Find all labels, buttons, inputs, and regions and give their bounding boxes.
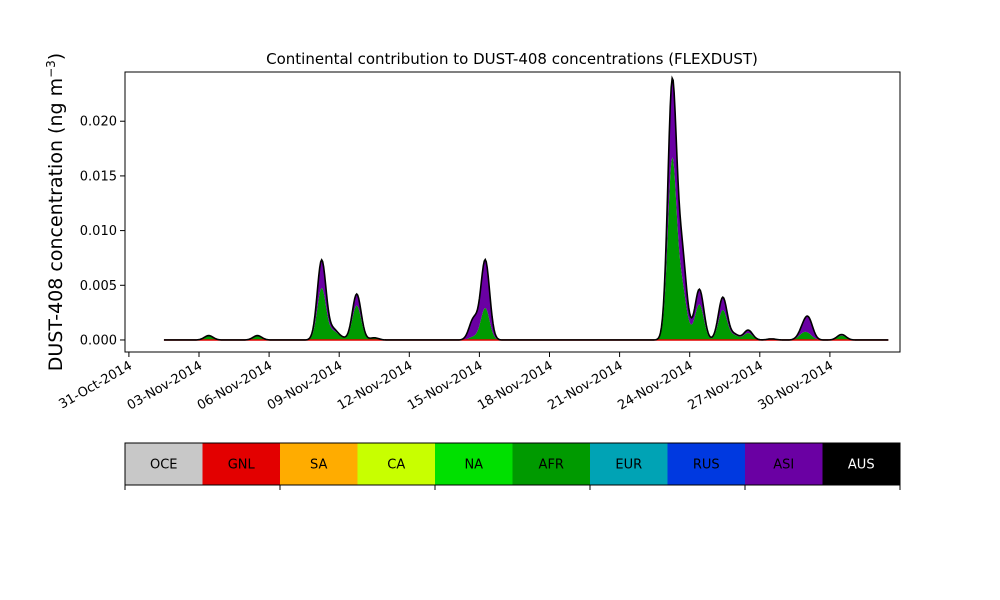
legend-label-sa: SA xyxy=(310,458,327,473)
legend-swatch-gnl xyxy=(202,443,280,485)
y-tick-label: 0.010 xyxy=(80,224,117,239)
y-tick-label: 0.020 xyxy=(80,115,117,130)
legend-swatch-sa xyxy=(280,443,358,485)
legend-swatch-afr xyxy=(512,443,590,485)
legend-label-gnl: GNL xyxy=(228,458,256,473)
legend-label-rus: RUS xyxy=(693,458,720,473)
total-outline xyxy=(163,75,889,341)
x-tick-label: 27-Nov-2014 xyxy=(686,358,766,413)
legend-swatch-asi xyxy=(745,443,823,485)
y-tick-label: 0.015 xyxy=(80,169,117,184)
x-tick-label: 24-Nov-2014 xyxy=(615,358,695,413)
y-tick-label: 0.005 xyxy=(80,279,117,294)
x-tick-label: 31-Oct-2014 xyxy=(57,358,135,412)
plot-frame xyxy=(124,71,901,353)
legend-swatch-rus xyxy=(667,443,745,485)
y-axis-label-close: ) xyxy=(45,53,67,60)
x-tick-label: 18-Nov-2014 xyxy=(475,358,555,413)
x-axis: 31-Oct-201403-Nov-201406-Nov-201409-Nov-… xyxy=(57,352,836,413)
y-axis-label-main: DUST-408 concentration (ng m xyxy=(45,78,67,371)
y-axis-label-exponent: −3 xyxy=(44,60,58,78)
legend-swatch-oce xyxy=(125,443,203,485)
y-axis-label: DUST-408 concentration (ng m−3) xyxy=(44,53,67,371)
legend-swatch-eur xyxy=(590,443,668,485)
x-tick-label: 03-Nov-2014 xyxy=(125,358,205,413)
legend-label-oce: OCE xyxy=(150,458,178,473)
x-tick-label: 09-Nov-2014 xyxy=(265,358,345,413)
series-afr-area xyxy=(163,157,889,340)
series-asi-area xyxy=(163,78,889,340)
chart-title: Continental contribution to DUST-408 con… xyxy=(266,50,758,68)
legend-label-eur: EUR xyxy=(615,458,642,473)
y-tick-label: 0.000 xyxy=(80,333,117,348)
legend-colorbar: OCE GNL SA CA NA AFR EUR RUS ASI AUS xyxy=(124,442,901,490)
legend-frame xyxy=(124,442,901,486)
x-tick-label: 21-Nov-2014 xyxy=(545,358,625,413)
plot-area xyxy=(124,71,901,353)
legend-swatch-aus xyxy=(822,443,900,485)
x-tick-label: 30-Nov-2014 xyxy=(756,358,836,413)
legend-swatch-ca xyxy=(357,443,435,485)
legend-label-afr: AFR xyxy=(539,458,564,473)
series-layer xyxy=(163,75,889,341)
legend-label-aus: AUS xyxy=(848,458,875,473)
x-tick-label: 06-Nov-2014 xyxy=(195,358,275,413)
x-tick-label: 15-Nov-2014 xyxy=(405,358,485,413)
legend-label-asi: ASI xyxy=(773,458,794,473)
legend-swatch-na xyxy=(435,443,513,485)
legend-label-na: NA xyxy=(464,458,483,473)
legend-label-ca: CA xyxy=(387,458,405,473)
x-tick-label: 12-Nov-2014 xyxy=(335,358,415,413)
y-axis: 0.000 0.005 0.010 0.015 0.020 xyxy=(80,115,125,348)
